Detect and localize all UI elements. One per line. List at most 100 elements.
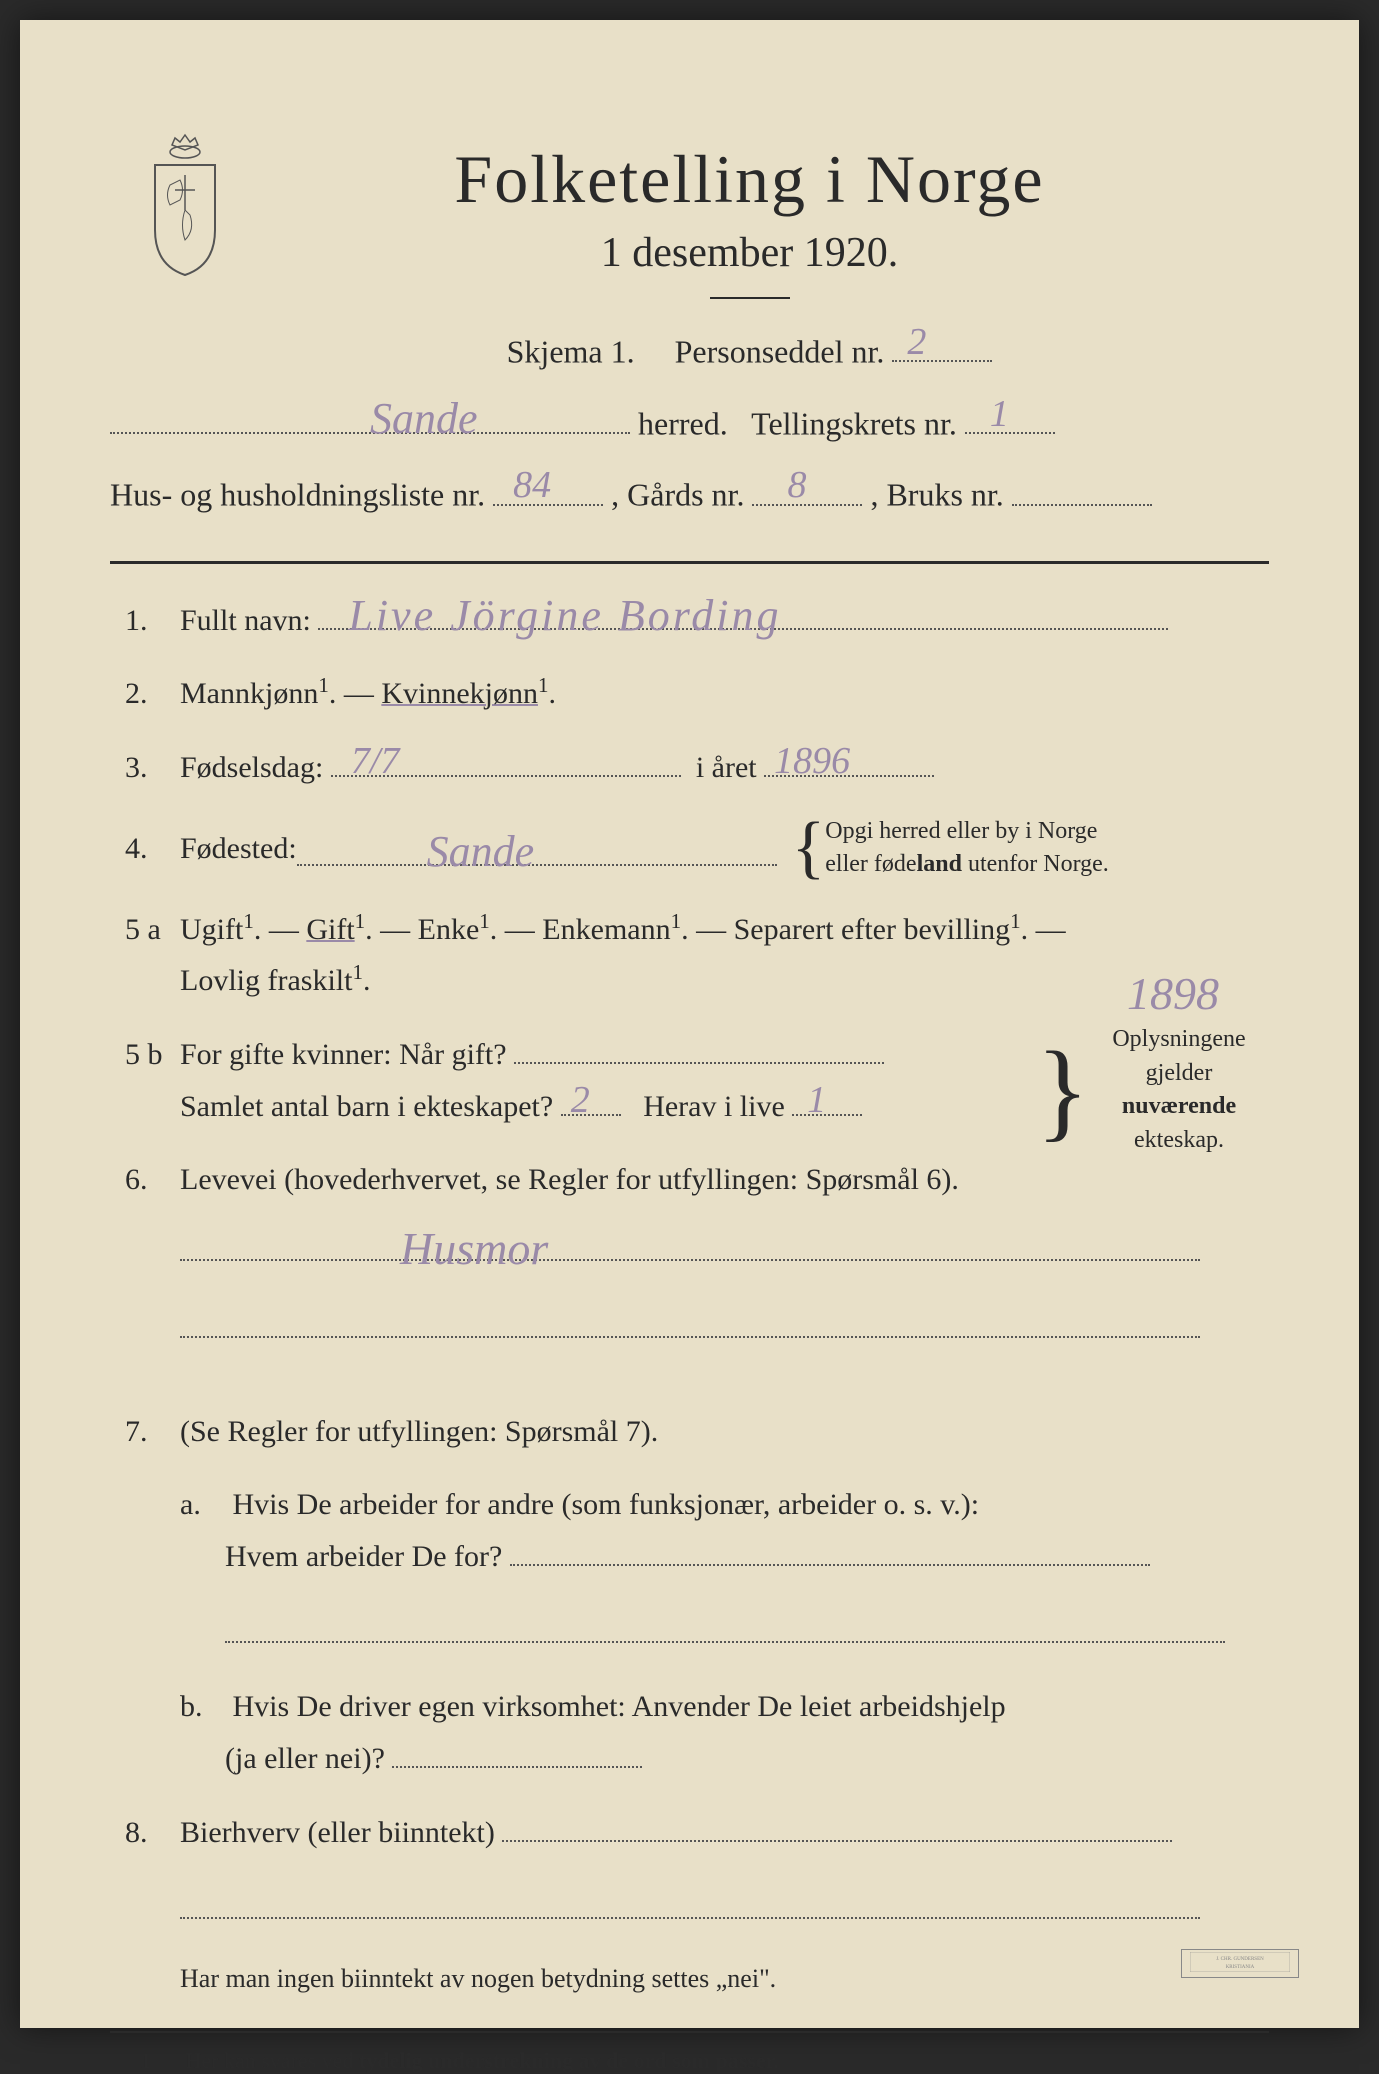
husliste-line: Hus- og husholdningsliste nr. 84 , Gårds…	[110, 467, 1269, 521]
brace-icon-2: }	[1036, 1046, 1089, 1134]
husliste-field: 84	[493, 467, 603, 505]
q4-note1: Opgi herred eller by i Norge	[825, 818, 1097, 844]
svg-text:KRISTIANIA: KRISTIANIA	[1226, 1965, 1255, 1970]
q5a-num: 5 a	[110, 913, 180, 947]
q3-label: Fødselsdag:	[180, 751, 323, 784]
q5b-note: Oplysningene gjelder nuværende ekteskap.	[1089, 1023, 1269, 1157]
q8-field-2	[180, 1883, 1200, 1919]
form-subtitle: 1 desember 1920.	[230, 229, 1269, 277]
question-6: 6. Levevei (hovederhvervet, se Regler fo…	[110, 1154, 1269, 1354]
q5b-label2: Samlet antal barn i ekteskapet?	[180, 1090, 553, 1123]
q3-year-field: 1896	[764, 741, 934, 777]
q4-num: 4.	[110, 832, 180, 866]
tellingskrets-value: 1	[990, 384, 1009, 445]
q3-content: Fødselsdag: 7/7 i året 1896	[180, 741, 1269, 793]
q8-field	[502, 1806, 1172, 1842]
q2-content: Mannkjønn1. — Kvinnekjønn1.	[180, 668, 1269, 719]
q5b-note1: Oplysningene	[1112, 1026, 1245, 1052]
gards-value: 8	[787, 455, 806, 516]
coat-of-arms-icon	[130, 130, 240, 280]
q5a-gift: Gift	[306, 913, 354, 946]
q2-kvinne: Kvinnekjønn	[381, 677, 538, 710]
q2-num: 2.	[110, 677, 180, 711]
question-8: 8. Bierhverv (eller biinntekt)	[110, 1806, 1269, 1935]
q3-num: 3.	[110, 751, 180, 785]
footnote-divider	[110, 2031, 1269, 2033]
q4-note2: eller føde	[825, 851, 916, 877]
q5b-content: For gifte kvinner: Når gift? } Oplysning…	[180, 1028, 1269, 1132]
norway-coat-arms-icon	[130, 130, 240, 280]
q1-value: Live Jörgine Bording	[348, 579, 781, 654]
personseddel-field: 2	[892, 324, 992, 362]
printer-stamp: J. CHR. GUNDERSEN KRISTIANIA	[1181, 1949, 1299, 1978]
q2-mann: Mannkjønn	[180, 677, 318, 710]
form-title: Folketelling i Norge	[230, 140, 1269, 219]
skjema-line: Skjema 1. Personseddel nr. 2	[230, 324, 1269, 378]
q5b-barn-value: 2	[571, 1068, 590, 1133]
q5b-label3: Herav i live	[643, 1090, 785, 1123]
q7a-field	[510, 1530, 1150, 1566]
q3-year-label: i året	[696, 751, 757, 784]
bruks-label: , Bruks nr.	[870, 477, 1003, 513]
question-1: 1. Fullt navn: Live Jörgine Bording	[110, 594, 1269, 646]
q7a-text1: Hvis De arbeider for andre (som funksjon…	[233, 1488, 980, 1521]
q6-field-2	[180, 1302, 1200, 1338]
q8-label: Bierhverv (eller biinntekt)	[180, 1816, 495, 1849]
tellingskrets-label: Tellingskrets nr.	[751, 405, 957, 441]
q5b-gift-field	[514, 1028, 884, 1064]
q3-day-field: 7/7	[331, 741, 681, 777]
q6-field: Husmor	[180, 1225, 1200, 1261]
q7-label: (Se Regler for utfyllingen: Spørsmål 7).	[180, 1415, 658, 1448]
q1-num: 1.	[110, 604, 180, 638]
husliste-label: Hus- og husholdningsliste nr.	[110, 477, 485, 513]
bruks-field	[1012, 467, 1152, 505]
question-7: 7. (Se Regler for utfyllingen: Spørsmål …	[110, 1406, 1269, 1457]
skjema-label: Skjema 1.	[507, 333, 635, 369]
q6-value: Husmor	[400, 1210, 548, 1288]
personseddel-label: Personseddel nr.	[675, 333, 885, 369]
q5b-note3: ekteskap.	[1134, 1127, 1224, 1153]
q5a-fraskilt: Lovlig fraskilt	[180, 964, 352, 997]
q7a-field-2	[225, 1607, 1225, 1643]
q1-content: Fullt navn: Live Jörgine Bording	[180, 594, 1269, 646]
q5b-label1: For gifte kvinner: Når gift?	[180, 1038, 507, 1071]
q6-num: 6.	[110, 1163, 180, 1197]
q5a-content: Ugift1. — Gift1. — Enke1. — Enkemann1. —…	[180, 904, 1269, 1006]
herred-label: herred.	[638, 405, 728, 441]
note-bottom: Har man ingen biinntekt av nogen betydni…	[180, 1957, 1269, 2001]
q1-label: Fullt navn:	[180, 604, 311, 637]
q7b-field	[392, 1732, 642, 1768]
question-5a: 5 a Ugift1. — Gift1. — Enke1. — Enkemann…	[110, 904, 1269, 1006]
herred-field: Sande	[110, 396, 630, 434]
q7a-letter: a.	[180, 1479, 225, 1530]
q3-day-value: 7/7	[351, 729, 400, 794]
q2-dash: —	[344, 677, 382, 710]
title-divider	[710, 297, 790, 299]
q4-value: Sande	[427, 815, 535, 890]
q7b-text2: (ja eller nei)?	[225, 1742, 385, 1775]
q8-content: Bierhverv (eller biinntekt)	[180, 1806, 1269, 1935]
gards-field: 8	[752, 467, 862, 505]
herred-line: Sande herred. Tellingskrets nr. 1	[110, 396, 1269, 450]
footnote-text: Her kan svares ved	[186, 2048, 360, 2073]
footnote-bold: tydelig understrekning av de ord som pas…	[359, 2048, 779, 2073]
q1-field: Live Jörgine Bording	[318, 594, 1168, 630]
q7-content: (Se Regler for utfyllingen: Spørsmål 7).	[180, 1406, 1269, 1457]
q5b-note2b: nuværende	[1122, 1093, 1236, 1119]
q5a-enkemann: Enkemann	[542, 913, 670, 946]
q8-num: 8.	[110, 1816, 180, 1850]
q5a-enke: Enke	[418, 913, 480, 946]
header-section: Folketelling i Norge 1 desember 1920. Sk…	[110, 140, 1269, 521]
q5b-live-field: 1	[792, 1080, 862, 1116]
q6-label: Levevei (hovederhvervet, se Regler for u…	[180, 1163, 959, 1196]
question-7b: b. Hvis De driver egen virksomhet: Anven…	[110, 1681, 1269, 1784]
brace-icon: {	[792, 820, 826, 876]
q7a-content: a. Hvis De arbeider for andre (som funks…	[180, 1479, 1269, 1659]
q5b-gift-year: 1898	[1127, 955, 1219, 1033]
q4-content: Fødested: Sande { Opgi herred eller by i…	[180, 815, 1269, 882]
q4-field: Sande	[297, 830, 777, 866]
gards-label: , Gårds nr.	[611, 477, 744, 513]
q7b-text1: Hvis De driver egen virksomhet: Anvender…	[233, 1690, 1006, 1723]
svg-text:J. CHR. GUNDERSEN: J. CHR. GUNDERSEN	[1216, 1957, 1264, 1962]
q4-label: Fødested:	[180, 823, 297, 874]
